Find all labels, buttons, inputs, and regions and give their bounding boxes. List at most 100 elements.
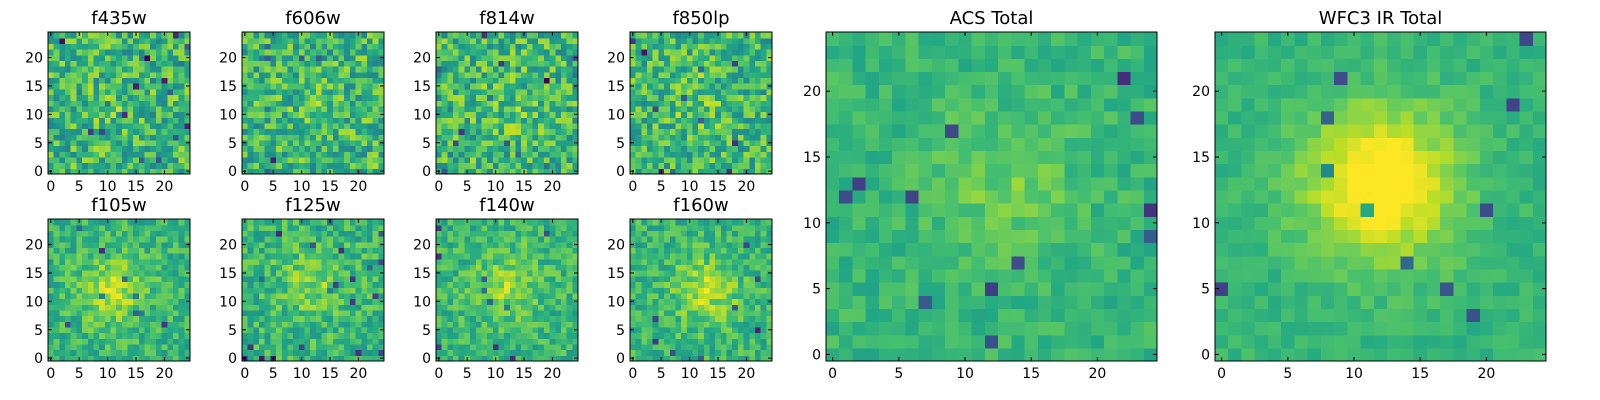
heatmap-cell	[304, 219, 311, 226]
heatmap-cell	[82, 224, 89, 231]
heatmap-cell	[532, 66, 539, 73]
heatmap-cell	[161, 241, 168, 248]
heatmap-cell	[76, 270, 83, 277]
heatmap-cell	[259, 219, 266, 226]
heatmap-cell	[543, 258, 551, 266]
heatmap-cell	[133, 332, 140, 339]
heatmap-cell	[327, 343, 334, 351]
heatmap-cell	[298, 338, 306, 345]
heatmap-cell	[532, 298, 539, 305]
heatmap-cell	[692, 304, 699, 311]
heatmap-cell	[766, 338, 773, 345]
heatmap-cell	[635, 281, 642, 288]
heatmap-cell	[349, 162, 357, 169]
y-tick-label: 10	[219, 107, 237, 123]
heatmap-cell	[572, 253, 579, 260]
heatmap-cell	[53, 355, 60, 362]
heatmap-cell	[172, 349, 180, 356]
heatmap-cell	[470, 54, 477, 61]
heatmap-cell	[447, 66, 454, 73]
heatmap-cell	[453, 43, 460, 50]
heatmap-cell	[470, 332, 477, 339]
heatmap-cell	[453, 332, 460, 339]
heatmap-cell	[441, 332, 448, 339]
heatmap-cell	[686, 100, 694, 107]
heatmap-cell	[304, 315, 311, 322]
heatmap-cell	[338, 349, 345, 356]
heatmap-cell	[327, 287, 334, 294]
heatmap-cell	[372, 343, 379, 351]
y-tick-label: 20	[219, 51, 237, 67]
heatmap-cell	[366, 304, 374, 311]
heatmap-cell	[121, 88, 129, 96]
heatmap-cell	[127, 151, 134, 158]
heatmap-cell	[355, 253, 362, 260]
heatmap-cell	[70, 332, 77, 339]
heatmap-cell	[560, 37, 568, 44]
heatmap-cell	[715, 145, 722, 152]
heatmap-cell	[481, 236, 488, 243]
heatmap-cell	[686, 281, 694, 288]
heatmap-cell	[127, 309, 134, 317]
heatmap-cell	[521, 275, 528, 283]
heatmap-cell	[566, 287, 573, 294]
heatmap-cell	[242, 349, 249, 356]
heatmap-cell	[458, 94, 465, 101]
heatmap-cell	[321, 117, 328, 124]
heatmap-cell	[293, 168, 300, 175]
heatmap-cell	[698, 162, 705, 169]
heatmap-cell	[150, 241, 157, 248]
heatmap-cell	[549, 292, 556, 300]
heatmap-cell	[133, 247, 140, 254]
heatmap-cell	[504, 343, 511, 351]
heatmap-cell	[93, 100, 100, 107]
heatmap-cell	[647, 315, 654, 322]
heatmap-cell	[566, 264, 573, 271]
heatmap-cell	[65, 332, 72, 339]
heatmap-cell	[378, 105, 385, 113]
heatmap-cell	[652, 326, 659, 334]
heatmap-cell	[492, 66, 500, 73]
heatmap-cell	[65, 145, 72, 152]
heatmap-cell	[703, 304, 711, 311]
heatmap-cell	[366, 145, 374, 152]
heatmap-cell	[647, 270, 654, 277]
heatmap-cell	[686, 111, 694, 118]
heatmap-cell	[504, 230, 511, 237]
heatmap-cell	[321, 270, 328, 277]
heatmap-cell	[664, 49, 671, 56]
heatmap-cell	[543, 281, 551, 288]
heatmap-cell	[53, 332, 60, 339]
heatmap-cell	[172, 321, 180, 328]
heatmap-cell	[498, 60, 505, 67]
heatmap-cell	[133, 287, 140, 294]
heatmap-cell	[138, 37, 146, 44]
heatmap-cell	[59, 270, 66, 277]
heatmap-cell	[566, 37, 573, 44]
heatmap-cell	[99, 83, 106, 90]
heatmap-cell	[344, 338, 351, 345]
heatmap-cell	[87, 60, 95, 67]
heatmap-cell	[87, 292, 95, 300]
heatmap-cell	[65, 338, 72, 345]
heatmap-cell	[167, 343, 174, 351]
heatmap-cell	[338, 230, 345, 237]
heatmap-cell	[99, 128, 106, 135]
heatmap-cell	[127, 128, 134, 135]
heatmap-cell	[515, 77, 522, 84]
heatmap-cell	[242, 275, 249, 283]
heatmap-cell	[116, 241, 123, 248]
heatmap-cell	[453, 100, 460, 107]
heatmap-cell	[253, 128, 260, 135]
heatmap-cell	[481, 275, 488, 283]
heatmap-cell	[658, 156, 665, 164]
heatmap-cell	[504, 275, 511, 283]
heatmap-cell	[515, 83, 522, 90]
heatmap-cell	[93, 32, 100, 39]
heatmap-cell	[87, 83, 95, 90]
heatmap-cell	[521, 134, 528, 141]
heatmap-cell	[692, 37, 699, 44]
heatmap-cell	[692, 349, 699, 356]
heatmap-cell	[82, 219, 89, 226]
heatmap-cell	[560, 326, 568, 334]
